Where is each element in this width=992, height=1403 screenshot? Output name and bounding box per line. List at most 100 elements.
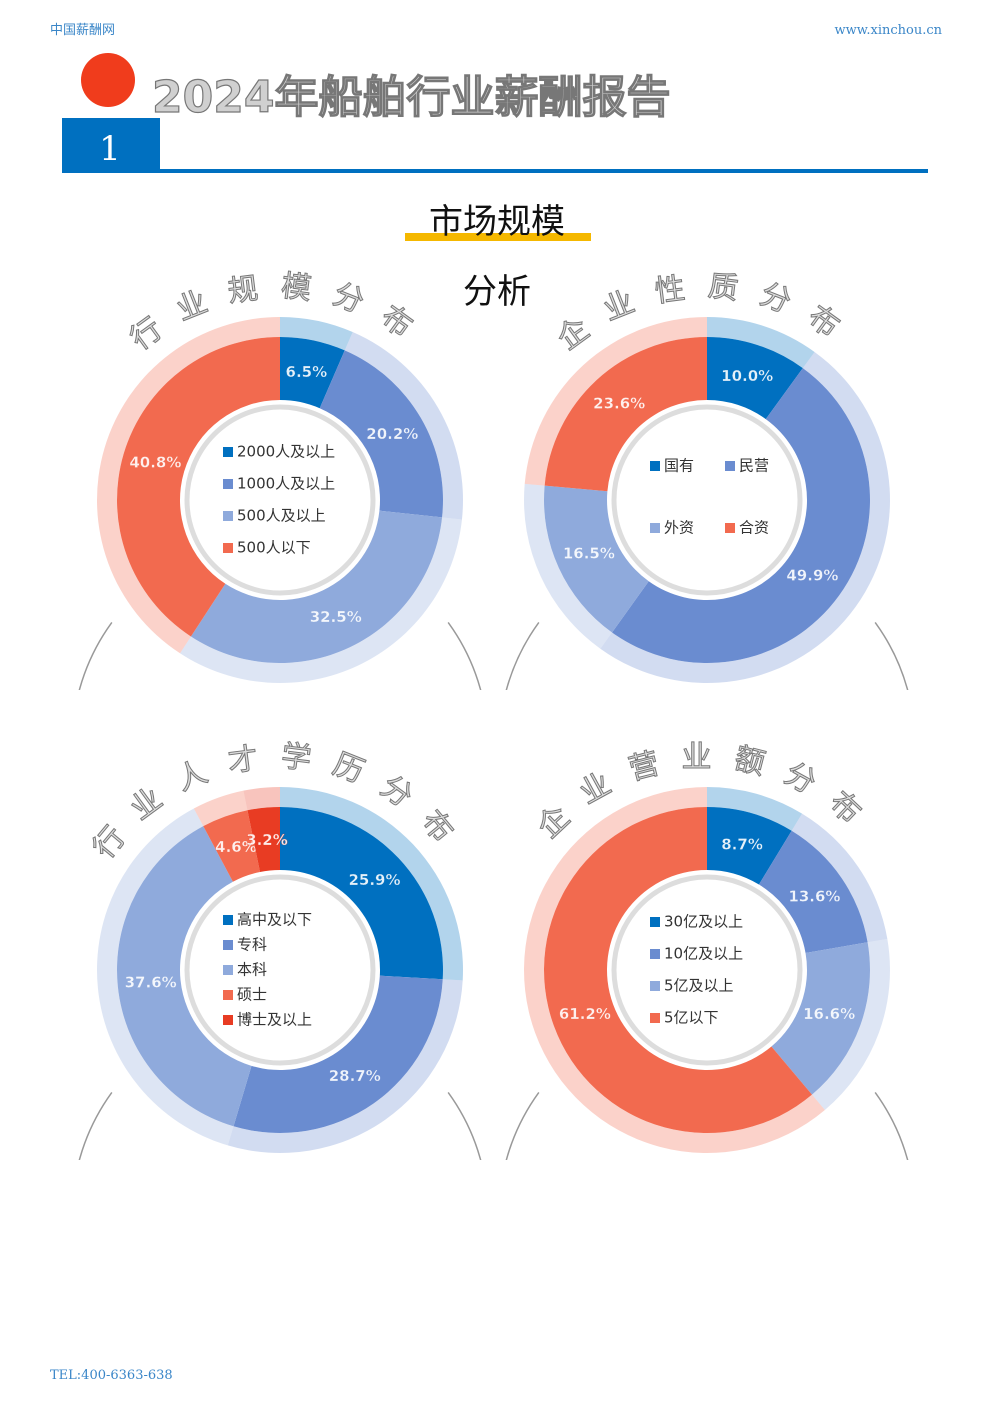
- donut-segment: [544, 485, 649, 633]
- legend-label: 专科: [237, 936, 267, 954]
- donut-segment: [707, 337, 803, 420]
- data-label: 10.0%: [721, 367, 773, 385]
- section-title: 市场规模: [429, 202, 565, 242]
- halo-segment: [524, 787, 825, 1153]
- halo-segment: [243, 787, 280, 811]
- legend-ring: [611, 874, 803, 1066]
- halo-segment: [707, 787, 803, 831]
- legend-label: 30亿及以上: [664, 913, 743, 931]
- halo-segment: [280, 317, 353, 351]
- donut-segment: [247, 807, 280, 873]
- legend-label: 2000人及以上: [237, 443, 335, 461]
- data-label: 20.2%: [366, 425, 418, 443]
- legend-label: 10亿及以上: [664, 945, 743, 963]
- donut-segment: [771, 942, 870, 1095]
- legend-swatch: [650, 461, 660, 471]
- legend-label: 5亿及以上: [664, 977, 734, 995]
- data-label: 25.9%: [348, 871, 400, 889]
- section-number: 1: [99, 129, 121, 169]
- data-label: 37.6%: [125, 974, 177, 992]
- donut-chart: 行业人才学历分布25.9%28.7%37.6%4.6%3.2%高中及以下专科本科…: [78, 738, 482, 1160]
- data-label: 6.5%: [286, 363, 328, 381]
- legend-swatch: [223, 940, 233, 950]
- legend-ring: [611, 404, 803, 596]
- halo-segment: [524, 483, 613, 649]
- section-title: 分析: [463, 272, 531, 312]
- donut-segment: [319, 350, 443, 518]
- footer-phone: TEL:400-6363-638: [50, 1368, 173, 1383]
- legend-swatch: [650, 981, 660, 991]
- legend-swatch: [725, 461, 735, 471]
- donut-segment: [280, 807, 443, 980]
- site-name: 中国薪酬网: [50, 23, 115, 38]
- legend-swatch: [223, 543, 233, 553]
- site-url: www.xinchou.cn: [835, 23, 943, 38]
- data-label: 16.5%: [563, 545, 615, 563]
- legend-label: 500人及以上: [237, 507, 326, 525]
- donut-segment: [116, 337, 280, 637]
- data-label: 32.5%: [310, 608, 362, 626]
- halo-segment: [344, 332, 463, 520]
- data-label: 16.6%: [803, 1005, 855, 1023]
- donut-segment: [233, 975, 443, 1133]
- donut-segment: [707, 807, 792, 885]
- data-label: 40.8%: [129, 453, 181, 471]
- report-title: 2024年船舶行业薪酬报告: [152, 72, 670, 123]
- legend-label: 5亿以下: [664, 1009, 719, 1027]
- donut-segment: [544, 807, 812, 1134]
- legend-swatch: [725, 523, 735, 533]
- halo-segment: [280, 787, 463, 981]
- legend-swatch: [650, 1013, 660, 1023]
- legend-swatch: [223, 511, 233, 521]
- donut-segment: [280, 337, 345, 409]
- legend-label: 本科: [237, 961, 267, 979]
- section-rule: [62, 169, 928, 173]
- halo-segment: [180, 517, 462, 683]
- legend-label: 500人以下: [237, 539, 311, 557]
- halo-segment: [791, 813, 888, 943]
- legend-swatch: [223, 479, 233, 489]
- halo-segment: [707, 317, 815, 369]
- data-label: 4.6%: [215, 838, 257, 856]
- heading-underline: [405, 233, 591, 241]
- legend-label: 国有: [664, 457, 694, 475]
- legend-label: 高中及以下: [237, 911, 312, 929]
- donut-segment: [758, 830, 868, 953]
- legend-swatch: [650, 917, 660, 927]
- halo-segment: [97, 317, 281, 654]
- title-dot: [81, 53, 135, 107]
- donut-segment: [544, 337, 707, 492]
- legend-swatch: [223, 965, 233, 975]
- section-box: [62, 118, 160, 172]
- donut-segment: [190, 510, 443, 664]
- legend-ring: [184, 404, 376, 596]
- legend-label: 外资: [664, 519, 694, 537]
- legend-label: 1000人及以上: [237, 475, 335, 493]
- legend-swatch: [223, 990, 233, 1000]
- halo-segment: [811, 938, 890, 1110]
- data-label: 49.9%: [786, 567, 838, 585]
- data-label: 3.2%: [246, 831, 288, 849]
- legend-swatch: [650, 949, 660, 959]
- donut-segment: [203, 810, 261, 882]
- data-label: 61.2%: [559, 1005, 611, 1023]
- halo-segment: [524, 317, 707, 486]
- data-label: 28.7%: [329, 1067, 381, 1085]
- legend-swatch: [223, 447, 233, 457]
- legend-label: 博士及以上: [237, 1011, 312, 1029]
- legend-swatch: [223, 915, 233, 925]
- legend-label: 硕士: [237, 986, 267, 1004]
- data-label: 8.7%: [721, 835, 763, 853]
- halo-segment: [193, 790, 248, 827]
- data-label: 13.6%: [788, 887, 840, 905]
- data-label: 23.6%: [593, 395, 645, 413]
- legend-label: 合资: [739, 519, 769, 537]
- legend-label: 民营: [739, 457, 769, 475]
- donut-segment: [117, 826, 252, 1127]
- legend-swatch: [223, 1015, 233, 1025]
- donut-segment: [612, 368, 871, 664]
- legend-ring: [184, 874, 376, 1066]
- halo-segment: [96, 808, 234, 1146]
